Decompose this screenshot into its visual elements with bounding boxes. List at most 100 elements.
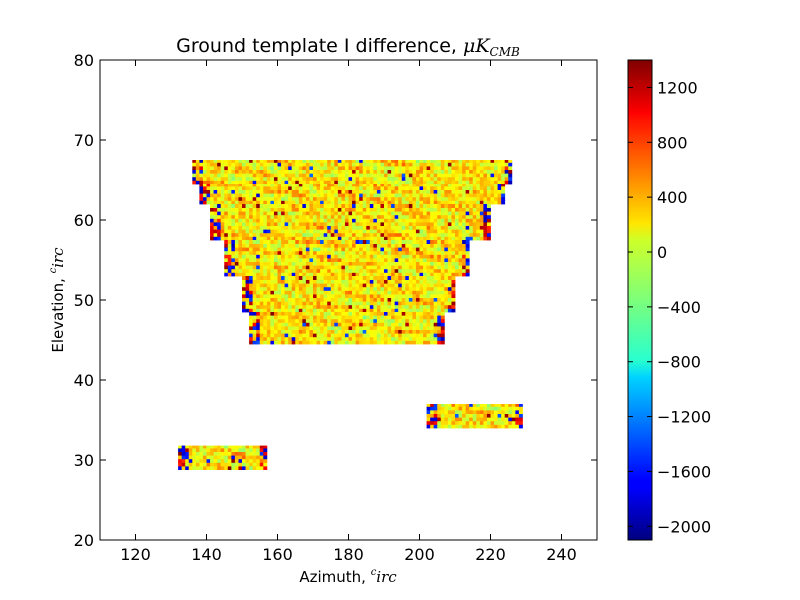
heatmap-cell — [394, 272, 399, 277]
heatmap-cell — [408, 272, 413, 277]
heatmap-cell — [426, 312, 431, 316]
heatmap-cell — [252, 258, 257, 262]
heatmap-cell — [376, 276, 381, 280]
heatmap-cell — [309, 276, 314, 280]
heatmap-cell — [249, 290, 254, 295]
heatmap-cell — [316, 232, 321, 237]
heatmap-cell — [330, 160, 335, 163]
heatmap-cell — [298, 225, 303, 230]
heatmap-cell — [458, 424, 463, 429]
heatmap-cell — [444, 169, 449, 174]
heatmap-cell — [433, 410, 438, 414]
heatmap-cell — [359, 250, 364, 255]
heatmap-cell — [391, 176, 396, 181]
heatmap-cell — [458, 272, 463, 277]
heatmap-cell — [394, 189, 399, 194]
heatmap-cell — [330, 250, 335, 255]
heatmap-cell — [242, 462, 246, 467]
heatmap-cell — [327, 265, 332, 270]
heatmap-cell — [298, 265, 303, 270]
heatmap-cell — [355, 176, 360, 181]
heatmap-cell — [281, 225, 285, 230]
heatmap-cell — [238, 169, 243, 174]
heatmap-cell — [266, 160, 271, 163]
heatmap-cell — [281, 265, 285, 270]
heatmap-cell — [185, 455, 190, 460]
heatmap-cell — [355, 243, 360, 248]
heatmap-cell — [380, 207, 385, 212]
heatmap-cell — [384, 229, 388, 234]
heatmap-cell — [497, 160, 502, 163]
heatmap-cell — [455, 410, 459, 414]
heatmap-cell — [320, 336, 325, 341]
heatmap-cell — [252, 279, 257, 284]
heatmap-cell — [455, 162, 459, 167]
heatmap-cell — [401, 180, 406, 185]
heatmap-cell — [430, 276, 435, 280]
heatmap-cell — [472, 160, 477, 163]
heatmap-cell — [213, 445, 218, 449]
heatmap-cell — [504, 169, 509, 174]
heatmap-cell — [252, 207, 257, 212]
heatmap-cell — [210, 211, 214, 216]
heatmap-cell — [305, 308, 310, 313]
heatmap-cell — [291, 279, 296, 284]
heatmap-cell — [341, 184, 346, 187]
heatmap-cell — [430, 417, 435, 422]
heatmap-cell — [437, 315, 442, 320]
heatmap-cell — [415, 290, 420, 295]
heatmap-cell — [234, 229, 239, 234]
heatmap-cell — [387, 229, 392, 234]
heatmap-cell — [313, 214, 317, 219]
heatmap-cell — [451, 204, 456, 208]
heatmap-cell — [256, 254, 261, 259]
heatmap-cell — [376, 258, 381, 262]
heatmap-cell — [231, 247, 236, 252]
heatmap-cell — [458, 160, 463, 163]
heatmap-cell — [313, 272, 317, 277]
heatmap-cell — [352, 315, 356, 320]
heatmap-cell — [423, 236, 427, 241]
heatmap-cell — [245, 272, 250, 277]
heatmap-cell — [408, 276, 413, 280]
heatmap-cell — [462, 214, 467, 219]
heatmap-cell — [341, 322, 346, 327]
heatmap-cell — [394, 240, 399, 244]
heatmap-cell — [479, 189, 484, 194]
heatmap-cell — [405, 308, 410, 313]
heatmap-cell — [256, 265, 261, 270]
heatmap-cell — [323, 160, 328, 163]
heatmap-cell — [430, 318, 435, 323]
heatmap-cell — [227, 258, 232, 262]
heatmap-cell — [380, 322, 385, 327]
heatmap-cell — [373, 229, 378, 234]
heatmap-cell — [444, 283, 449, 288]
heatmap-cell — [486, 184, 491, 187]
heatmap-cell — [337, 333, 342, 338]
heatmap-cell — [387, 304, 392, 309]
heatmap-cell — [249, 232, 254, 237]
heatmap-cell — [366, 294, 371, 298]
heatmap-cell — [359, 286, 364, 291]
heatmap-cell — [458, 417, 463, 422]
heatmap-cell — [252, 315, 257, 320]
heatmap-cell — [352, 196, 356, 201]
heatmap-cell — [359, 243, 364, 248]
heatmap-cell — [327, 276, 332, 280]
heatmap-cell — [313, 333, 317, 338]
heatmap-cell — [249, 225, 254, 230]
heatmap-cell — [206, 451, 211, 456]
heatmap-cell — [252, 462, 257, 467]
heatmap-cell — [234, 204, 239, 208]
heatmap-cell — [305, 326, 310, 330]
heatmap-cell — [288, 232, 293, 237]
heatmap-cell — [355, 304, 360, 309]
heatmap-cell — [376, 308, 381, 313]
heatmap-cell — [440, 406, 445, 411]
heatmap-cell — [337, 261, 342, 266]
heatmap-cell — [288, 247, 293, 252]
heatmap-cell — [302, 180, 307, 185]
heatmap-cell — [217, 229, 222, 234]
heatmap-cell — [273, 279, 278, 284]
heatmap-cell — [316, 225, 321, 230]
